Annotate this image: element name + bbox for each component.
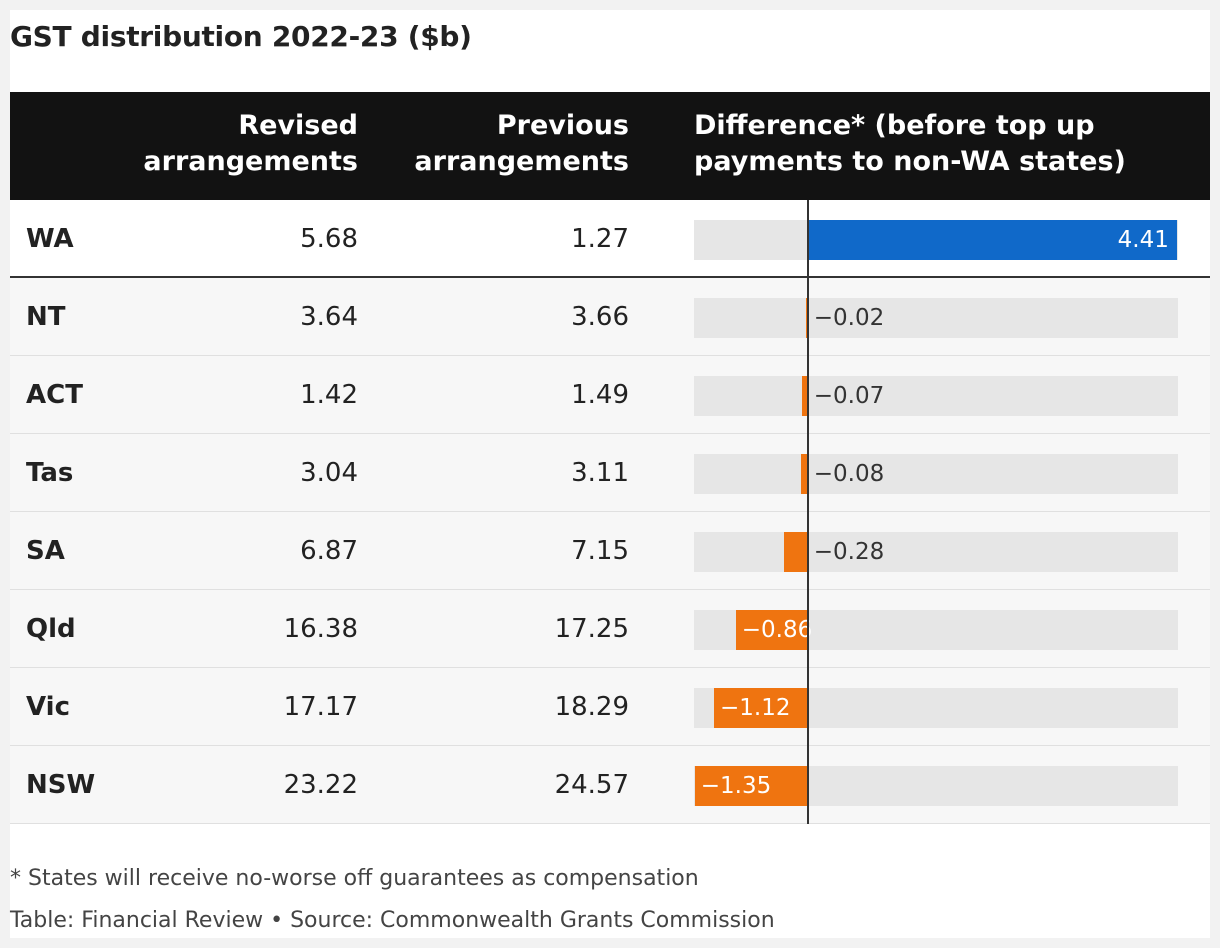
difference-bar [807,220,1177,260]
state-name: WA [26,224,74,254]
header-previous-line-1: Previous [496,110,629,141]
difference-bar [801,376,808,416]
header-revised-line-2: arrangements [143,146,358,177]
difference-bar [805,298,808,338]
header-previous-line-2: arrangements [414,146,629,177]
previous-value: 7.15 [571,536,629,566]
difference-bar [801,454,808,494]
difference-bar [784,532,808,572]
bar-track [694,376,1178,416]
header-difference-line-2: payments to non-WA states) [694,146,1126,177]
zero-axis-line [807,200,809,824]
chart-title: GST distribution 2022-23 ($b) [10,20,472,53]
table-row: Vic 17.17 18.29 −1.12 [10,668,1210,746]
bar-track [694,298,1178,338]
previous-value: 3.11 [571,458,629,488]
difference-bar [694,766,808,806]
difference-label: −0.28 [813,539,885,565]
state-name: Tas [26,458,74,488]
state-name: Vic [26,692,70,722]
previous-value: 18.29 [554,692,629,722]
revised-value: 17.17 [283,692,358,722]
table-row: Tas 3.04 3.11 −0.08 [10,434,1210,512]
header-revised-line-1: Revised [238,110,358,141]
table-row: NT 3.64 3.66 −0.02 [10,278,1210,356]
difference-label: −0.07 [813,383,885,409]
bar-track [694,532,1178,572]
revised-value: 3.04 [300,458,358,488]
revised-value: 6.87 [300,536,358,566]
previous-value: 3.66 [571,302,629,332]
difference-bar [735,610,808,650]
table-header: Revised arrangements Previous arrangemen… [10,92,1210,200]
source-line: Table: Financial Review • Source: Common… [10,908,775,933]
difference-bar [714,688,808,728]
footnote: * States will receive no-worse off guara… [10,866,699,891]
revised-value: 16.38 [283,614,358,644]
header-difference-line-1: Difference* (before top up [694,110,1095,141]
difference-label: −0.86 [741,617,813,643]
state-name: ACT [26,380,83,410]
previous-value: 1.27 [571,224,629,254]
revised-value: 3.64 [300,302,358,332]
state-name: NT [26,302,66,332]
previous-value: 24.57 [554,770,629,800]
revised-value: 23.22 [283,770,358,800]
table-row: WA 5.68 1.27 4.41 [10,200,1210,278]
difference-label: −1.12 [720,695,791,721]
header-previous: Previous arrangements [414,108,629,180]
revised-value: 1.42 [300,380,358,410]
header-difference: Difference* (before top up payments to n… [694,108,1154,180]
previous-value: 17.25 [554,614,629,644]
revised-value: 5.68 [300,224,358,254]
difference-label: −0.02 [813,305,885,331]
previous-value: 1.49 [571,380,629,410]
state-name: NSW [26,770,96,800]
state-name: Qld [26,614,76,644]
chart-card: GST distribution 2022-23 ($b) Revised ar… [10,10,1210,938]
bar-track [694,454,1178,494]
table-row: NSW 23.22 24.57 −1.35 [10,746,1210,824]
difference-label: 4.41 [1117,227,1169,253]
header-revised: Revised arrangements [143,108,358,180]
difference-label: −0.08 [813,461,885,487]
table-row: Qld 16.38 17.25 −0.86 [10,590,1210,668]
table-row: SA 6.87 7.15 −0.28 [10,512,1210,590]
difference-label: −1.35 [700,773,772,799]
state-name: SA [26,536,65,566]
table-row: ACT 1.42 1.49 −0.07 [10,356,1210,434]
